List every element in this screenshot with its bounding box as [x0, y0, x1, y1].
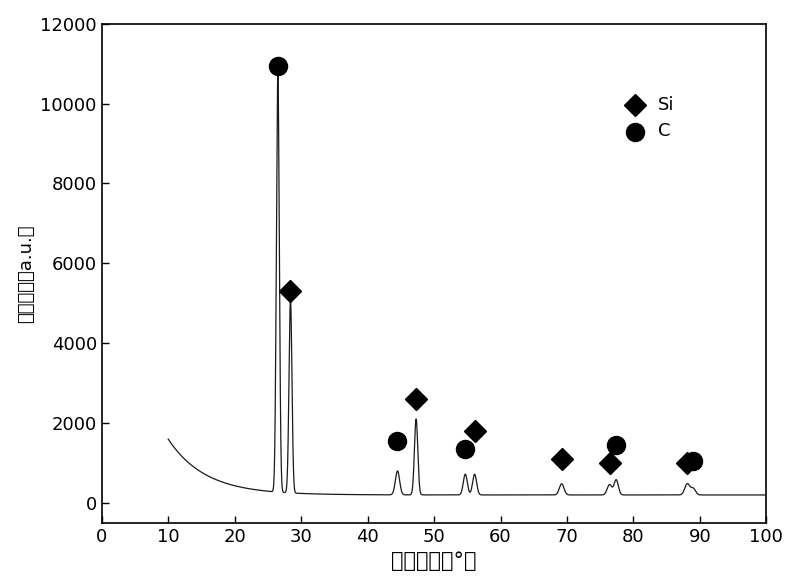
X-axis label: 衍射角度（°）: 衍射角度（°） [391, 552, 477, 572]
Legend: Si, C: Si, C [616, 91, 680, 146]
Y-axis label: 衍射强度（a.u.）: 衍射强度（a.u.） [17, 224, 34, 323]
